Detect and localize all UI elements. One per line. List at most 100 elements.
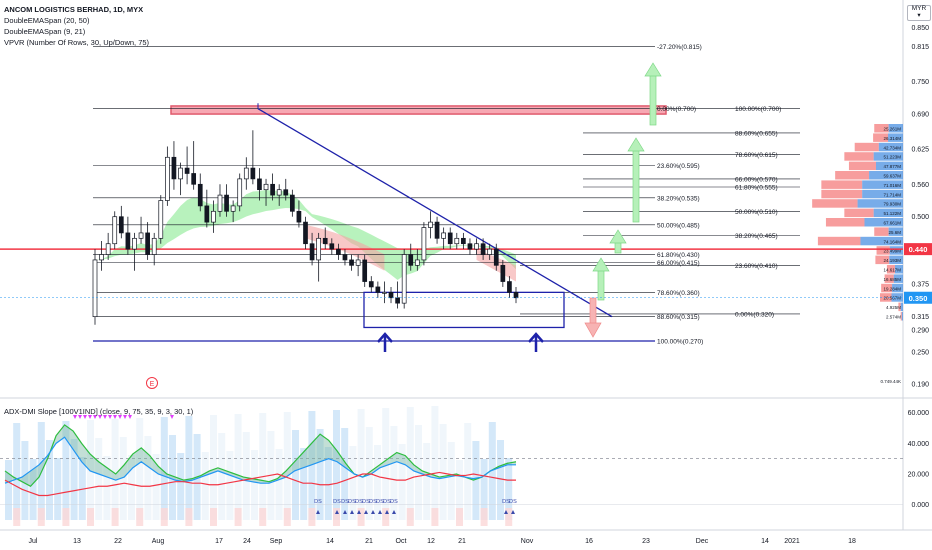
fib-label: 100.00%(0.270) <box>657 338 703 345</box>
y-tick-label: 0.560 <box>911 182 929 189</box>
volume-bar-down <box>835 171 870 180</box>
fib-label: 88.60%(0.315) <box>657 314 700 321</box>
indicator-bg-bar <box>70 439 78 520</box>
indicator-bg-bar <box>300 448 308 520</box>
indicator-legend[interactable]: ADX-DMI Slope [100V1IND] (close, 9, 75, … <box>4 407 194 416</box>
series-line-minusdi <box>4 471 516 497</box>
volume-bar-up <box>864 218 903 227</box>
indicator-bg-bar <box>185 416 193 520</box>
signal-down-icon <box>88 415 92 419</box>
indicator-bg-bar <box>62 421 70 520</box>
y-tick-label: 0.190 <box>911 382 929 389</box>
candle-body <box>118 216 124 234</box>
indicator-bg-bar <box>382 508 390 526</box>
indicator-bg-bar <box>62 508 70 526</box>
candle-body <box>283 189 289 196</box>
volume-bar-down <box>875 255 890 265</box>
study-label[interactable]: VPVR (Number Of Rows, 30, Up/Down, 75) <box>4 38 150 47</box>
study-label[interactable]: DoubleEMASpan (9, 21) <box>4 27 86 36</box>
volume-bar-down <box>854 142 879 152</box>
candle-body <box>362 259 368 282</box>
ds-signal-label: DS <box>502 499 510 505</box>
volume-bar-up <box>894 265 903 274</box>
indicator-bg-bar <box>374 445 381 520</box>
candle-body <box>309 243 315 261</box>
volume-label: 24.193M <box>883 258 901 263</box>
volume-label: 0.749.44K <box>880 379 901 384</box>
candle-body <box>237 178 243 207</box>
candle-body <box>368 281 374 288</box>
indicator-bg-bar <box>87 420 94 520</box>
y-tick-label: 0.850 <box>911 25 929 32</box>
candle-body <box>395 297 400 304</box>
indicator-bg-bar <box>349 446 357 520</box>
candle-body <box>138 232 144 239</box>
ds-signal-label: DS <box>390 499 398 505</box>
indicator-bg-bar <box>128 455 135 520</box>
x-tick-label: 16 <box>585 538 593 545</box>
candles <box>92 130 519 325</box>
volume-label: 23.499M <box>883 249 901 254</box>
volume-profile <box>812 124 903 321</box>
x-tick-label: 22 <box>114 538 122 545</box>
volume-bar-up <box>862 189 903 199</box>
x-tick-label: 14 <box>761 538 769 545</box>
volume-bar-down <box>821 189 863 199</box>
candle-body <box>243 167 249 180</box>
study-label[interactable]: DoubleEMASpan (20, 50) <box>4 16 90 25</box>
candle-body <box>349 259 354 266</box>
fib-label: 38.20%(0.465) <box>735 233 778 240</box>
volume-bar-up <box>888 124 903 133</box>
indicator-bg-bar <box>472 441 480 520</box>
signal-down-icon <box>73 415 77 419</box>
indicator-bg-bar <box>464 423 472 520</box>
indicator-bg-bar <box>177 453 185 520</box>
ds-signal-label: DS <box>341 499 349 505</box>
y-tick-label: 0.815 <box>911 44 929 51</box>
x-tick-label: Jul <box>29 538 38 545</box>
signal-up-icon <box>392 510 396 514</box>
indicator-y-tick-label: 40.000 <box>908 441 930 448</box>
volume-bar-down <box>848 161 876 171</box>
candle-body <box>257 178 262 191</box>
indicator-bg-bar <box>283 412 291 520</box>
indicator-y-tick-label: 60.000 <box>908 410 930 417</box>
x-tick-label: 14 <box>326 538 334 545</box>
indicator-bg-bar <box>13 508 21 526</box>
x-tick-label: 21 <box>365 538 373 545</box>
signal-down-icon <box>113 415 117 419</box>
fib-label: 50.00%(0.485) <box>657 222 700 229</box>
indicator-bg-bar <box>259 413 267 520</box>
candle-body <box>289 194 295 212</box>
volume-bar-down <box>898 302 901 312</box>
x-tick-label: 24 <box>243 538 251 545</box>
signal-down-icon <box>118 415 122 419</box>
red-level-value: 0.440 <box>909 245 928 254</box>
indicator-bg-bar <box>103 456 111 520</box>
indicator-bg-bar <box>357 409 365 520</box>
signal-down-icon <box>108 415 112 419</box>
fib-label: 23.60%(0.595) <box>657 163 700 170</box>
fib-label: 100.00%(0.700) <box>735 106 781 113</box>
candle-body <box>329 243 335 250</box>
indicator-bg-bar <box>497 440 504 520</box>
volume-label: 79.930M <box>883 202 901 207</box>
symbol-title[interactable]: ANCOM LOGISTICS BERHAD, 1D, MYX <box>4 5 144 14</box>
candle-body <box>224 194 229 212</box>
currency-dropdown[interactable]: MYR ▾ <box>907 5 931 21</box>
candle-body <box>184 167 190 174</box>
volume-bar-down <box>900 312 902 321</box>
candle-body <box>513 291 519 299</box>
signal-down-icon <box>78 415 82 419</box>
y-tick-label: 0.750 <box>911 79 929 86</box>
indicator-bg-bar <box>210 508 217 526</box>
volume-bar-up <box>889 255 903 265</box>
earnings-marker: E <box>146 377 158 389</box>
candle-body <box>408 254 414 266</box>
indicator-bg-bar <box>119 437 127 520</box>
volume-bar-down <box>884 274 894 283</box>
indicator-bg-bar <box>226 451 234 520</box>
indicator-bg-bar <box>406 508 414 526</box>
volume-bar-down <box>876 246 890 255</box>
